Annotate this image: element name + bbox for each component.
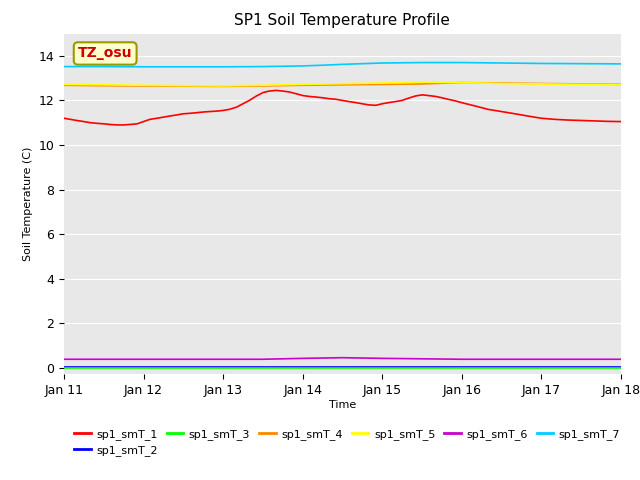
X-axis label: Time: Time — [329, 400, 356, 410]
Y-axis label: Soil Temperature (C): Soil Temperature (C) — [23, 147, 33, 261]
Legend: sp1_smT_1, sp1_smT_2, sp1_smT_3, sp1_smT_4, sp1_smT_5, sp1_smT_6, sp1_smT_7: sp1_smT_1, sp1_smT_2, sp1_smT_3, sp1_smT… — [70, 424, 625, 460]
Text: TZ_osu: TZ_osu — [78, 47, 132, 60]
Title: SP1 Soil Temperature Profile: SP1 Soil Temperature Profile — [234, 13, 451, 28]
